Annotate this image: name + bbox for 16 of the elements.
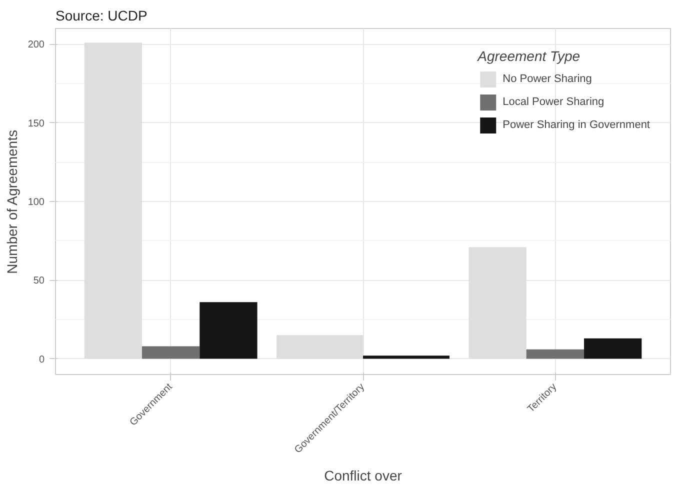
bar [200,302,258,359]
y-tick-label: 50 [33,276,45,287]
y-tick-label: 200 [28,40,45,51]
bar [584,338,642,359]
x-axis-title: Conflict over [324,468,402,484]
y-tick-label: 100 [28,197,45,208]
legend-label: No Power Sharing [502,73,592,85]
bar [142,346,200,359]
y-tick-label: 150 [28,118,45,130]
legend-label: Local Power Sharing [502,96,604,108]
legend-label: Power Sharing in Government [502,119,650,131]
y-tick-label: 0 [38,354,45,366]
bar [526,349,584,359]
y-axis-title: Number of Agreements [4,130,20,274]
chart-subtitle: Source: UCDP [56,8,148,24]
legend-title: Agreement Type [478,48,582,64]
